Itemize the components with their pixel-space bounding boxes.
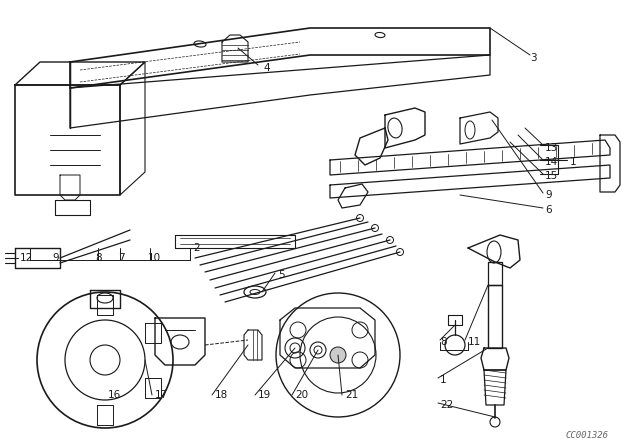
Text: 16: 16 [108, 390, 121, 400]
Text: 3: 3 [530, 53, 536, 63]
Text: 7: 7 [118, 253, 125, 263]
Text: 11: 11 [468, 337, 481, 347]
Text: 8: 8 [95, 253, 102, 263]
Text: 22: 22 [440, 400, 453, 410]
Text: 5: 5 [278, 270, 285, 280]
Text: 19: 19 [258, 390, 271, 400]
Text: 15: 15 [545, 171, 558, 181]
Circle shape [330, 347, 346, 363]
Text: 21: 21 [345, 390, 358, 400]
Text: 8: 8 [440, 337, 447, 347]
Text: 12: 12 [20, 253, 33, 263]
Text: 10: 10 [148, 253, 161, 263]
Text: 18: 18 [215, 390, 228, 400]
Text: 13: 13 [545, 143, 558, 153]
Text: 1: 1 [440, 375, 447, 385]
Text: 6: 6 [545, 205, 552, 215]
Text: 2: 2 [193, 243, 200, 253]
Text: 9: 9 [545, 190, 552, 200]
Text: CC001326: CC001326 [565, 431, 608, 439]
Text: 20: 20 [295, 390, 308, 400]
Text: 17: 17 [155, 390, 168, 400]
Text: 4: 4 [263, 63, 269, 73]
Text: 14: 14 [545, 157, 558, 167]
Text: 1: 1 [570, 157, 577, 167]
Text: 9: 9 [52, 253, 59, 263]
